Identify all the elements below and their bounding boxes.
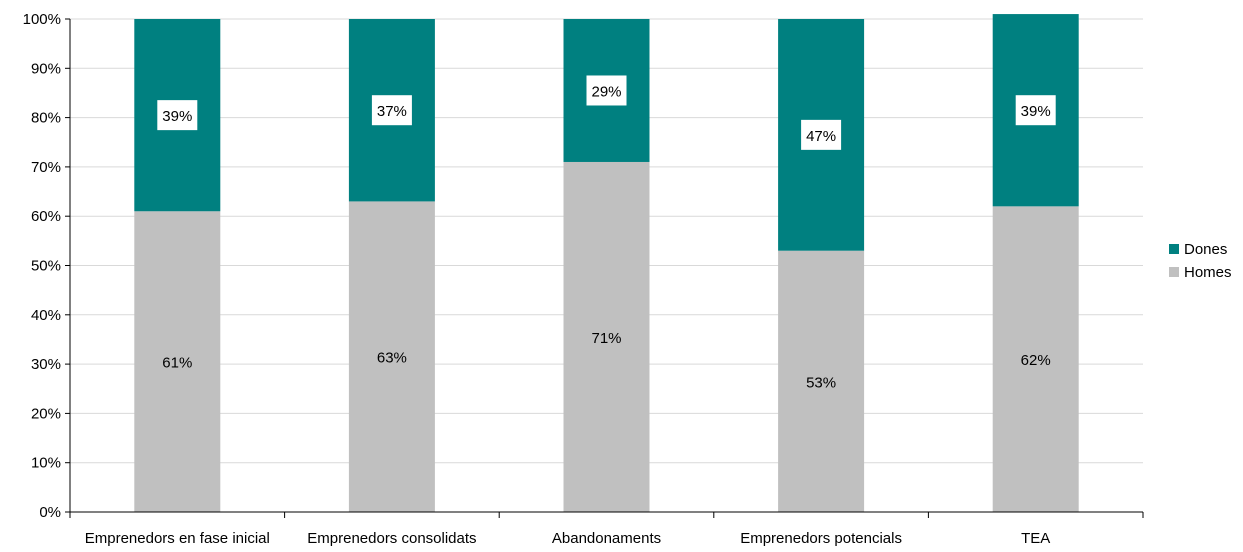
data-label: 61% xyxy=(162,355,192,372)
bar-segment-homes xyxy=(778,250,865,512)
data-label: 39% xyxy=(162,108,192,125)
y-tick-label: 10% xyxy=(31,455,61,472)
legend-label: Dones xyxy=(1184,241,1227,258)
data-label-box xyxy=(801,119,842,150)
y-tick-label: 50% xyxy=(31,258,61,275)
data-label: 47% xyxy=(806,128,836,145)
data-label-box xyxy=(371,95,412,126)
y-tick-label: 40% xyxy=(31,307,61,324)
bar-segment-homes xyxy=(992,206,1079,512)
data-label: 62% xyxy=(1021,352,1051,369)
legend-label: Homes xyxy=(1184,264,1232,281)
y-tick-label: 100% xyxy=(23,11,61,28)
y-tick-label: 70% xyxy=(31,159,61,176)
data-label-box xyxy=(157,100,198,131)
y-tick-label: 60% xyxy=(31,208,61,225)
x-tick-label: Abandonaments xyxy=(552,530,661,547)
x-tick-label: Emprenedors consolidats xyxy=(307,530,476,547)
x-tick-label: Emprenedors en fase inicial xyxy=(85,530,270,547)
data-label: 71% xyxy=(591,330,621,347)
data-label: 53% xyxy=(806,374,836,391)
y-tick-label: 80% xyxy=(31,110,61,127)
legend: Dones Homes xyxy=(1169,241,1232,281)
legend-swatch-homes xyxy=(1169,267,1179,277)
data-label: 39% xyxy=(1021,103,1051,120)
axes: 0% 10% 20% 30% 40% 50% 60% 70% 80% 90% 100% Emprene… xyxy=(23,11,1144,547)
y-tick-label: 20% xyxy=(31,405,61,422)
data-label: 37% xyxy=(377,103,407,120)
bar-segment-homes xyxy=(134,211,221,512)
legend-swatch-dones xyxy=(1169,244,1179,254)
x-tick-label: Emprenedors potencials xyxy=(740,530,902,547)
data-label-box xyxy=(1015,95,1056,126)
y-tick-label: 90% xyxy=(31,60,61,77)
data-label: 29% xyxy=(591,83,621,100)
bar-segment-homes xyxy=(563,161,650,512)
data-label-box xyxy=(586,75,627,106)
y-tick-label: 0% xyxy=(39,504,61,521)
x-tick-label: TEA xyxy=(1021,530,1050,547)
data-label: 63% xyxy=(377,350,407,367)
bar-segment-homes xyxy=(348,201,435,512)
bars: 61% 39% 63% 37% 71% 29% 53% 47% 62% 39% xyxy=(134,14,1079,512)
y-tick-label: 30% xyxy=(31,356,61,373)
